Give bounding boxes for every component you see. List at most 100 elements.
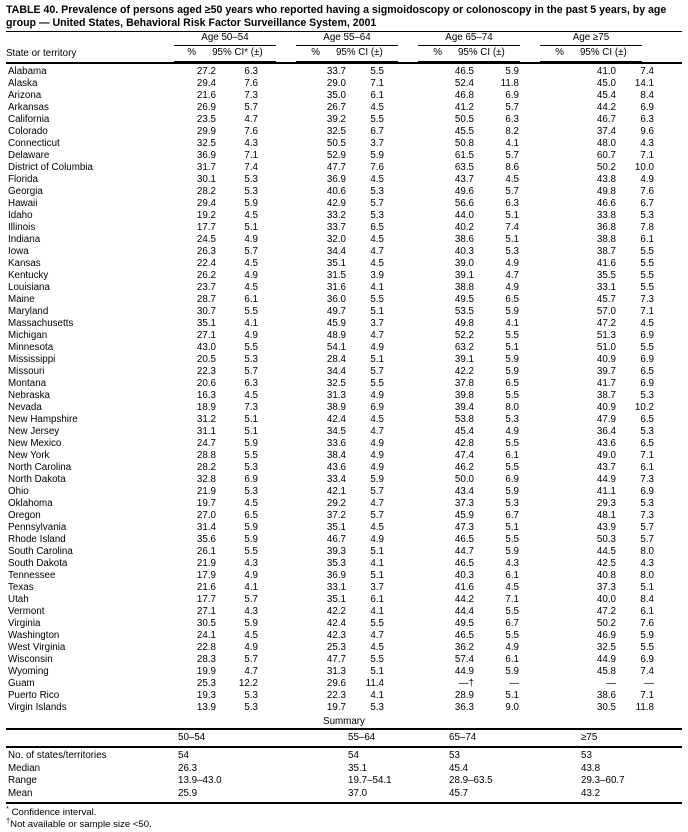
ci-65-74-cell: 6.7	[505, 510, 519, 521]
ci-65-74-cell: 6.1	[505, 654, 519, 665]
spacer	[519, 222, 551, 234]
ci-50-54-cell: 4.5	[244, 210, 258, 221]
ci-65-74-cell: 8.0	[505, 402, 519, 413]
spacer	[384, 522, 414, 534]
table-row: Colorado 29.9 7.6 32.5 6.7 45.5 8.2 37.4…	[6, 126, 682, 138]
pct-50-54-cell: 21.6	[196, 582, 216, 593]
pct-65-74-cell: —†	[458, 678, 474, 689]
spacer	[258, 222, 284, 234]
pct-55-64-cell: 33.7	[326, 222, 346, 233]
ci-65-74-cell: 7.4	[505, 222, 519, 233]
spacer	[258, 666, 284, 678]
spacer	[384, 282, 414, 294]
state-name: Georgia	[8, 186, 43, 197]
pct-75plus-cell: 41.7	[596, 378, 616, 389]
state-name: Michigan	[8, 330, 48, 341]
pct-55-64-cell: 31.3	[326, 666, 346, 677]
spacer	[384, 498, 414, 510]
spacer	[519, 66, 551, 78]
pct-55-64-cell: 49.7	[326, 306, 346, 317]
ci-75plus-cell: 7.1	[640, 690, 654, 701]
pct-65-74-cell: 46.2	[454, 462, 474, 473]
spacer	[519, 702, 551, 714]
spacer	[258, 306, 284, 318]
ci-75plus-cell: 6.5	[640, 366, 654, 377]
spacer	[384, 366, 414, 378]
state-name: Connecticut	[8, 138, 60, 149]
spacer	[384, 666, 414, 678]
subheader-55-64: % 95% CI (±)	[296, 46, 398, 62]
state-name: West Virginia	[8, 642, 66, 653]
ci-50-54-cell: 5.3	[244, 702, 258, 713]
ci-65-74-cell: 8.2	[505, 126, 519, 137]
spacer	[384, 222, 414, 234]
ci-75plus-cell: 9.6	[640, 126, 654, 137]
spacer	[384, 138, 414, 150]
pct-50-54-cell: 29.9	[196, 126, 216, 137]
ci-55-64-cell: 3.7	[370, 582, 384, 593]
pct-75plus-cell: 49.0	[596, 450, 616, 461]
ci-75plus-cell: 5.3	[640, 498, 654, 509]
pct-65-74-cell: 44.7	[454, 546, 474, 557]
subheader-50-54: % 95% CI* (±)	[174, 46, 276, 62]
ci-55-64-cell: 5.3	[370, 210, 384, 221]
pct-65-74-cell: 47.3	[454, 522, 474, 533]
spacer	[384, 342, 414, 354]
ci-65-74-cell: 5.5	[505, 462, 519, 473]
spacer	[519, 102, 551, 114]
pct-65-74-cell: 39.1	[454, 354, 474, 365]
table-row: Delaware 36.9 7.1 52.9 5.9 61.5 5.7 60.7…	[6, 150, 682, 162]
ci-50-54-cell: 4.5	[244, 498, 258, 509]
spacer	[519, 210, 551, 222]
ci-55-64-cell: 6.1	[370, 90, 384, 101]
summary-col-65-74: 65–74	[449, 732, 477, 743]
pct-50-54-cell: 31.1	[196, 426, 216, 437]
spacer	[519, 414, 551, 426]
table-row: Ohio 21.9 5.3 42.1 5.7 43.4 5.9 41.1 6.9	[6, 486, 682, 498]
pct-50-54-cell: 27.0	[196, 510, 216, 521]
table-row: Arizona 21.6 7.3 35.0 6.1 46.8 6.9 45.4 …	[6, 90, 682, 102]
pct-75plus-cell: 37.3	[596, 582, 616, 593]
summary-bottom-rule	[6, 802, 682, 805]
spacer	[258, 186, 284, 198]
spacer	[519, 186, 551, 198]
pct-55-64-cell: 50.5	[326, 138, 346, 149]
pct-50-54-cell: 17.7	[196, 222, 216, 233]
table-row: Arkansas 26.9 5.7 26.7 4.5 41.2 5.7 44.2…	[6, 102, 682, 114]
ci-75plus-cell: 8.0	[640, 546, 654, 557]
pct-65-74-cell: 52.2	[454, 330, 474, 341]
ci-50-54-cell: 5.3	[244, 690, 258, 701]
pct-50-54-cell: 22.4	[196, 258, 216, 269]
table-row: Rhode Island 35.6 5.9 46.7 4.9 46.5 5.5 …	[6, 534, 682, 546]
pct-50-54-cell: 29.4	[196, 78, 216, 89]
pct-55-64-cell: 36.0	[326, 294, 346, 305]
ci-75plus-cell: 4.3	[640, 138, 654, 149]
summary-row: Mean 25.9 37.0 45.7 43.2	[6, 788, 682, 800]
table-row: Iowa 26.3 5.7 34.4 4.7 40.3 5.3 38.7 5.5	[6, 246, 682, 258]
spacer	[384, 114, 414, 126]
ci-65-74-cell: 5.9	[505, 546, 519, 557]
pct-50-54-cell: 22.8	[196, 642, 216, 653]
ci-50-54-cell: 5.1	[244, 414, 258, 425]
pct-55-64-cell: 42.4	[326, 414, 346, 425]
pct-55-64-cell: 25.3	[326, 642, 346, 653]
age-group-header-50-54: Age 50–54	[164, 32, 286, 46]
spacer	[258, 138, 284, 150]
ci-55-64-cell: 4.9	[370, 390, 384, 401]
spacer	[519, 486, 551, 498]
pct-65-74-cell: 39.4	[454, 402, 474, 413]
ci-75plus-cell: 5.5	[640, 258, 654, 269]
ci-50-54-cell: 5.7	[244, 366, 258, 377]
spacer	[519, 462, 551, 474]
spacer	[258, 450, 284, 462]
ci-65-74-cell: 5.5	[505, 390, 519, 401]
ci-55-64-cell: 4.9	[370, 342, 384, 353]
pct-75plus-cell: 44.9	[596, 654, 616, 665]
state-name: Vermont	[8, 606, 45, 617]
spacer	[384, 486, 414, 498]
pct-55-64-cell: 42.2	[326, 606, 346, 617]
summary-value-65-74: 53	[449, 750, 460, 762]
spacer	[258, 198, 284, 210]
ci-75plus-cell: —	[644, 678, 654, 689]
